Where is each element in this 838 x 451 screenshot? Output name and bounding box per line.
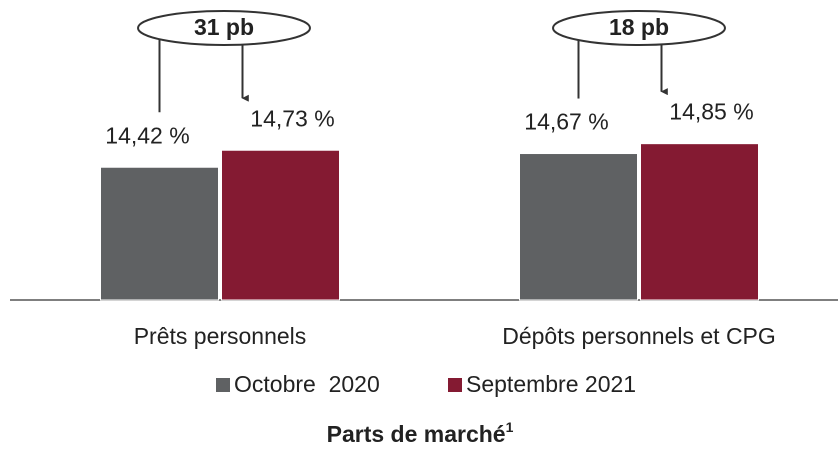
data-label: 14,42 % — [105, 122, 189, 148]
legend-swatch — [216, 378, 230, 392]
data-label: 14,73 % — [250, 105, 334, 131]
data-label: 14,85 % — [669, 99, 753, 125]
x-tick-label: Prêts personnels — [134, 323, 307, 349]
annotation-ellipse — [552, 10, 726, 46]
x-tick-label: Dépôts personnels et CPG — [502, 323, 776, 349]
bar — [519, 153, 638, 301]
legend-label: Septembre 2021 — [466, 371, 636, 397]
legend-label: Octobre 2020 — [234, 371, 380, 397]
chart-title: Parts de marché1 — [327, 419, 514, 447]
bar — [221, 149, 340, 301]
bar — [640, 143, 759, 301]
title-text: Parts de marché — [327, 421, 506, 447]
annotation-ellipse — [137, 10, 311, 46]
legend-swatch — [448, 378, 462, 392]
annotation: 31 pb — [194, 14, 254, 40]
title-note: 1 — [506, 419, 514, 435]
annotation: 18 pb — [609, 14, 669, 40]
data-label: 14,67 % — [524, 109, 608, 135]
bar — [100, 166, 219, 301]
